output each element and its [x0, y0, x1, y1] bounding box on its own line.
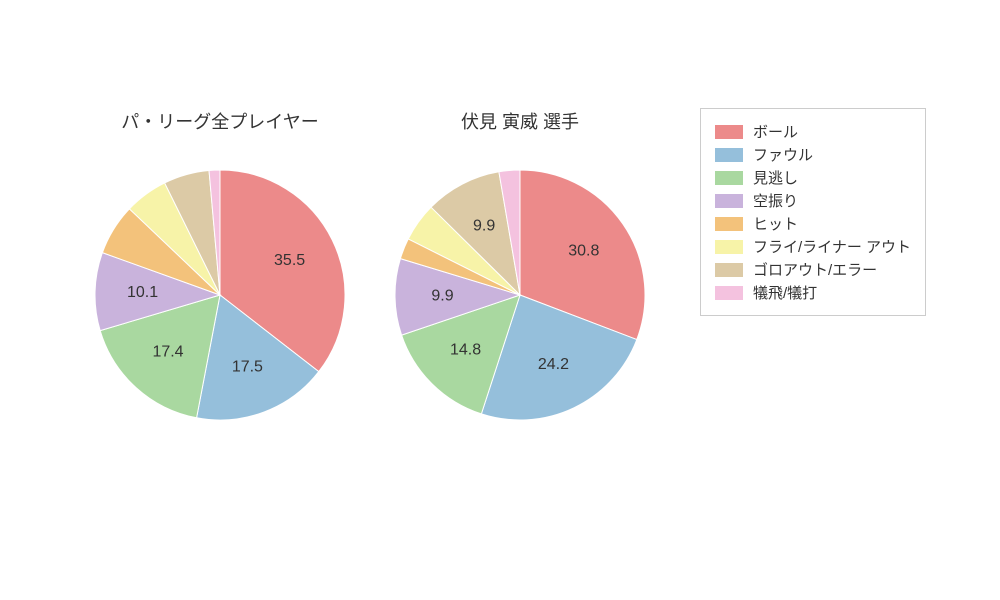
legend-swatch-flyliner	[715, 240, 743, 254]
pie-player-title: 伏見 寅威 選手	[420, 108, 620, 134]
legend-swatch-foul	[715, 148, 743, 162]
legend-swatch-sacrifice	[715, 286, 743, 300]
slice-label-groundout: 9.9	[473, 218, 495, 235]
pie-player: 30.8 24.2 14.8 9.9 9.9	[370, 145, 670, 445]
legend-item-sacrifice: 犠飛/犠打	[715, 282, 911, 303]
legend-item-swinging: 空振り	[715, 190, 911, 211]
legend-swatch-swinging	[715, 194, 743, 208]
legend-swatch-groundout	[715, 263, 743, 277]
slice-label-looking: 17.4	[152, 344, 183, 361]
chart-container: パ・リーグ全プレイヤー 伏見 寅威 選手 35.5 17.5 17.4 10.1 30…	[0, 0, 1000, 600]
legend-swatch-hit	[715, 217, 743, 231]
legend: ボールファウル見逃し空振りヒットフライ/ライナー アウトゴロアウト/エラー犠飛/…	[700, 108, 926, 316]
legend-label-sacrifice: 犠飛/犠打	[753, 282, 817, 303]
legend-item-foul: ファウル	[715, 144, 911, 165]
slice-label-looking: 14.8	[450, 341, 481, 358]
legend-item-looking: 見逃し	[715, 167, 911, 188]
legend-label-looking: 見逃し	[753, 167, 798, 188]
slice-label-foul: 24.2	[538, 356, 569, 373]
slice-label-ball: 35.5	[274, 252, 305, 269]
legend-label-swinging: 空振り	[753, 190, 798, 211]
legend-item-groundout: ゴロアウト/エラー	[715, 259, 911, 280]
legend-item-hit: ヒット	[715, 213, 911, 234]
legend-label-flyliner: フライ/ライナー アウト	[753, 236, 911, 257]
legend-label-hit: ヒット	[753, 213, 798, 234]
legend-swatch-ball	[715, 125, 743, 139]
legend-label-ball: ボール	[753, 121, 798, 142]
slice-label-swinging: 9.9	[431, 287, 453, 304]
slice-label-ball: 30.8	[568, 242, 599, 259]
legend-swatch-looking	[715, 171, 743, 185]
legend-label-groundout: ゴロアウト/エラー	[753, 259, 877, 280]
legend-label-foul: ファウル	[753, 144, 813, 165]
pie-league: 35.5 17.5 17.4 10.1	[70, 145, 370, 445]
slice-label-foul: 17.5	[232, 359, 263, 376]
pie-league-title: パ・リーグ全プレイヤー	[120, 108, 320, 134]
slice-label-swinging: 10.1	[127, 284, 158, 301]
legend-item-flyliner: フライ/ライナー アウト	[715, 236, 911, 257]
legend-item-ball: ボール	[715, 121, 911, 142]
